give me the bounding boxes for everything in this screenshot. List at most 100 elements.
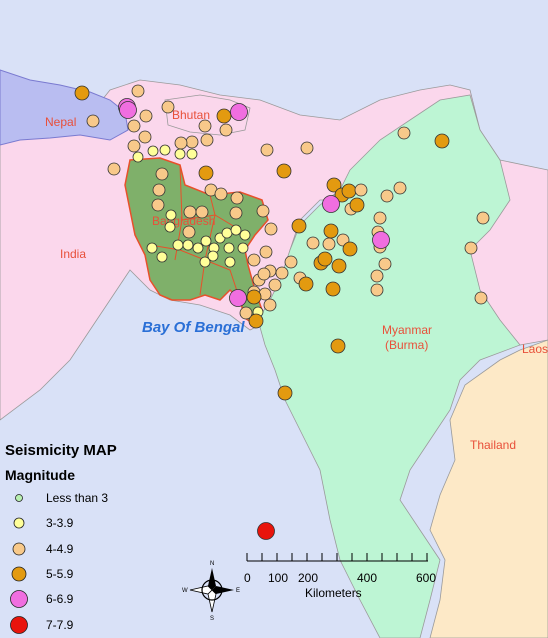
epicenter-marker (256, 204, 270, 218)
epicenter-marker (147, 145, 159, 157)
epicenter-marker (464, 241, 478, 255)
legend-swatch (15, 494, 23, 502)
epicenter-marker (434, 133, 450, 149)
epicenter-marker (342, 241, 358, 257)
epicenter-marker (221, 227, 233, 239)
scale-tick-200: 200 (298, 571, 318, 585)
legend-swatch (10, 590, 28, 608)
legend-label: 3-3.9 (46, 516, 74, 530)
legend-items: Less than 3 3-3.9 4-4.9 5-5.9 6-6.9 7-7.9 (10, 491, 108, 634)
epicenter-marker (199, 256, 211, 268)
legend-label: 6-6.9 (46, 592, 74, 606)
map-title: Seismicity MAP (5, 442, 117, 459)
myanmar-region (257, 94, 521, 638)
epicenter-marker (237, 242, 249, 254)
epicenter-marker (474, 291, 488, 305)
north-arrow-icon: N S W E (182, 561, 240, 622)
epicenter-marker (219, 123, 233, 137)
epicenter-marker (325, 281, 341, 297)
legend-swatch (12, 542, 26, 556)
epicenter-marker (146, 242, 158, 254)
compass-w: W (182, 588, 188, 594)
epicenter-marker (198, 165, 214, 181)
thailand-region (429, 339, 548, 638)
epicenter-marker (165, 209, 177, 221)
epicenter-marker (370, 269, 384, 283)
compass-s: S (210, 616, 214, 622)
epicenter-marker (230, 191, 244, 205)
label-india: India (60, 247, 86, 261)
epicenter-marker (127, 139, 141, 153)
epicenter-marker (185, 135, 199, 149)
epicenter-marker (152, 183, 166, 197)
epicenter-marker (317, 251, 333, 267)
epicenter-marker (246, 289, 262, 305)
epicenter-marker (239, 306, 253, 320)
epicenter-marker (195, 205, 209, 219)
epicenter-marker (393, 181, 407, 195)
epicenter-marker (354, 183, 368, 197)
scale-tick-100: 100 (268, 571, 288, 585)
legend-swatch (13, 517, 25, 529)
epicenter-marker (284, 255, 298, 269)
epicenter-marker (139, 109, 153, 123)
epicenter-marker (373, 211, 387, 225)
epicenter-marker (214, 187, 228, 201)
label-bhutan: Bhutan (172, 108, 210, 122)
epicenter-marker (229, 206, 243, 220)
epicenter-marker (248, 313, 264, 329)
epicenter-marker (200, 235, 212, 247)
scale-bar: 0 100 200 400 600 Kilometers (244, 553, 436, 600)
epicenter-marker (397, 126, 411, 140)
epicenter-marker (239, 229, 251, 241)
epicenter-marker (198, 119, 212, 133)
epicenter-marker (164, 221, 176, 233)
epicenter-marker (172, 239, 184, 251)
compass-e: E (236, 588, 240, 594)
epicenter-marker (259, 245, 273, 259)
epicenter-marker (268, 278, 282, 292)
epicenter-marker (183, 205, 197, 219)
epicenter-marker (192, 242, 204, 254)
legend-label: Less than 3 (46, 491, 108, 505)
epicenter-marker (349, 197, 365, 213)
epicenter-marker (119, 101, 137, 119)
epicenter-marker (277, 385, 293, 401)
epicenter-marker (326, 177, 342, 193)
epicenter-marker (372, 231, 390, 249)
epicenter-marker (257, 267, 271, 281)
epicenter-marker (331, 258, 347, 274)
epicenter-marker (330, 338, 346, 354)
epicenter-marker (132, 151, 144, 163)
epicenter-marker (306, 236, 320, 250)
epicenter-marker (260, 143, 274, 157)
epicenter-marker (182, 225, 196, 239)
epicenter-marker (207, 250, 219, 262)
epicenter-marker (229, 289, 247, 307)
epicenter-marker (291, 218, 307, 234)
legend-label: 7-7.9 (46, 618, 74, 632)
epicenter-marker (131, 84, 145, 98)
epicenter-marker (247, 253, 261, 267)
label-myanmar-line2: (Burma) (385, 338, 428, 352)
earthquake-markers (74, 84, 490, 540)
epicenter-marker (322, 237, 336, 251)
epicenter-marker (156, 251, 168, 263)
epicenter-marker (380, 189, 394, 203)
label-laos: Laos (522, 342, 548, 356)
epicenter-marker (263, 298, 277, 312)
epicenter-marker (86, 114, 100, 128)
epicenter-marker (200, 133, 214, 147)
scale-tick-400: 400 (357, 571, 377, 585)
epicenter-marker (230, 224, 242, 236)
epicenter-marker (264, 222, 278, 236)
legend-label: 5-5.9 (46, 567, 74, 581)
epicenter-marker (182, 239, 194, 251)
epicenter-marker (476, 211, 490, 225)
label-myanmar-line1: Myanmar (382, 323, 432, 337)
epicenter-marker (323, 223, 339, 239)
epicenter-marker (223, 242, 235, 254)
scale-unit: Kilometers (305, 586, 362, 600)
epicenter-marker (300, 141, 314, 155)
